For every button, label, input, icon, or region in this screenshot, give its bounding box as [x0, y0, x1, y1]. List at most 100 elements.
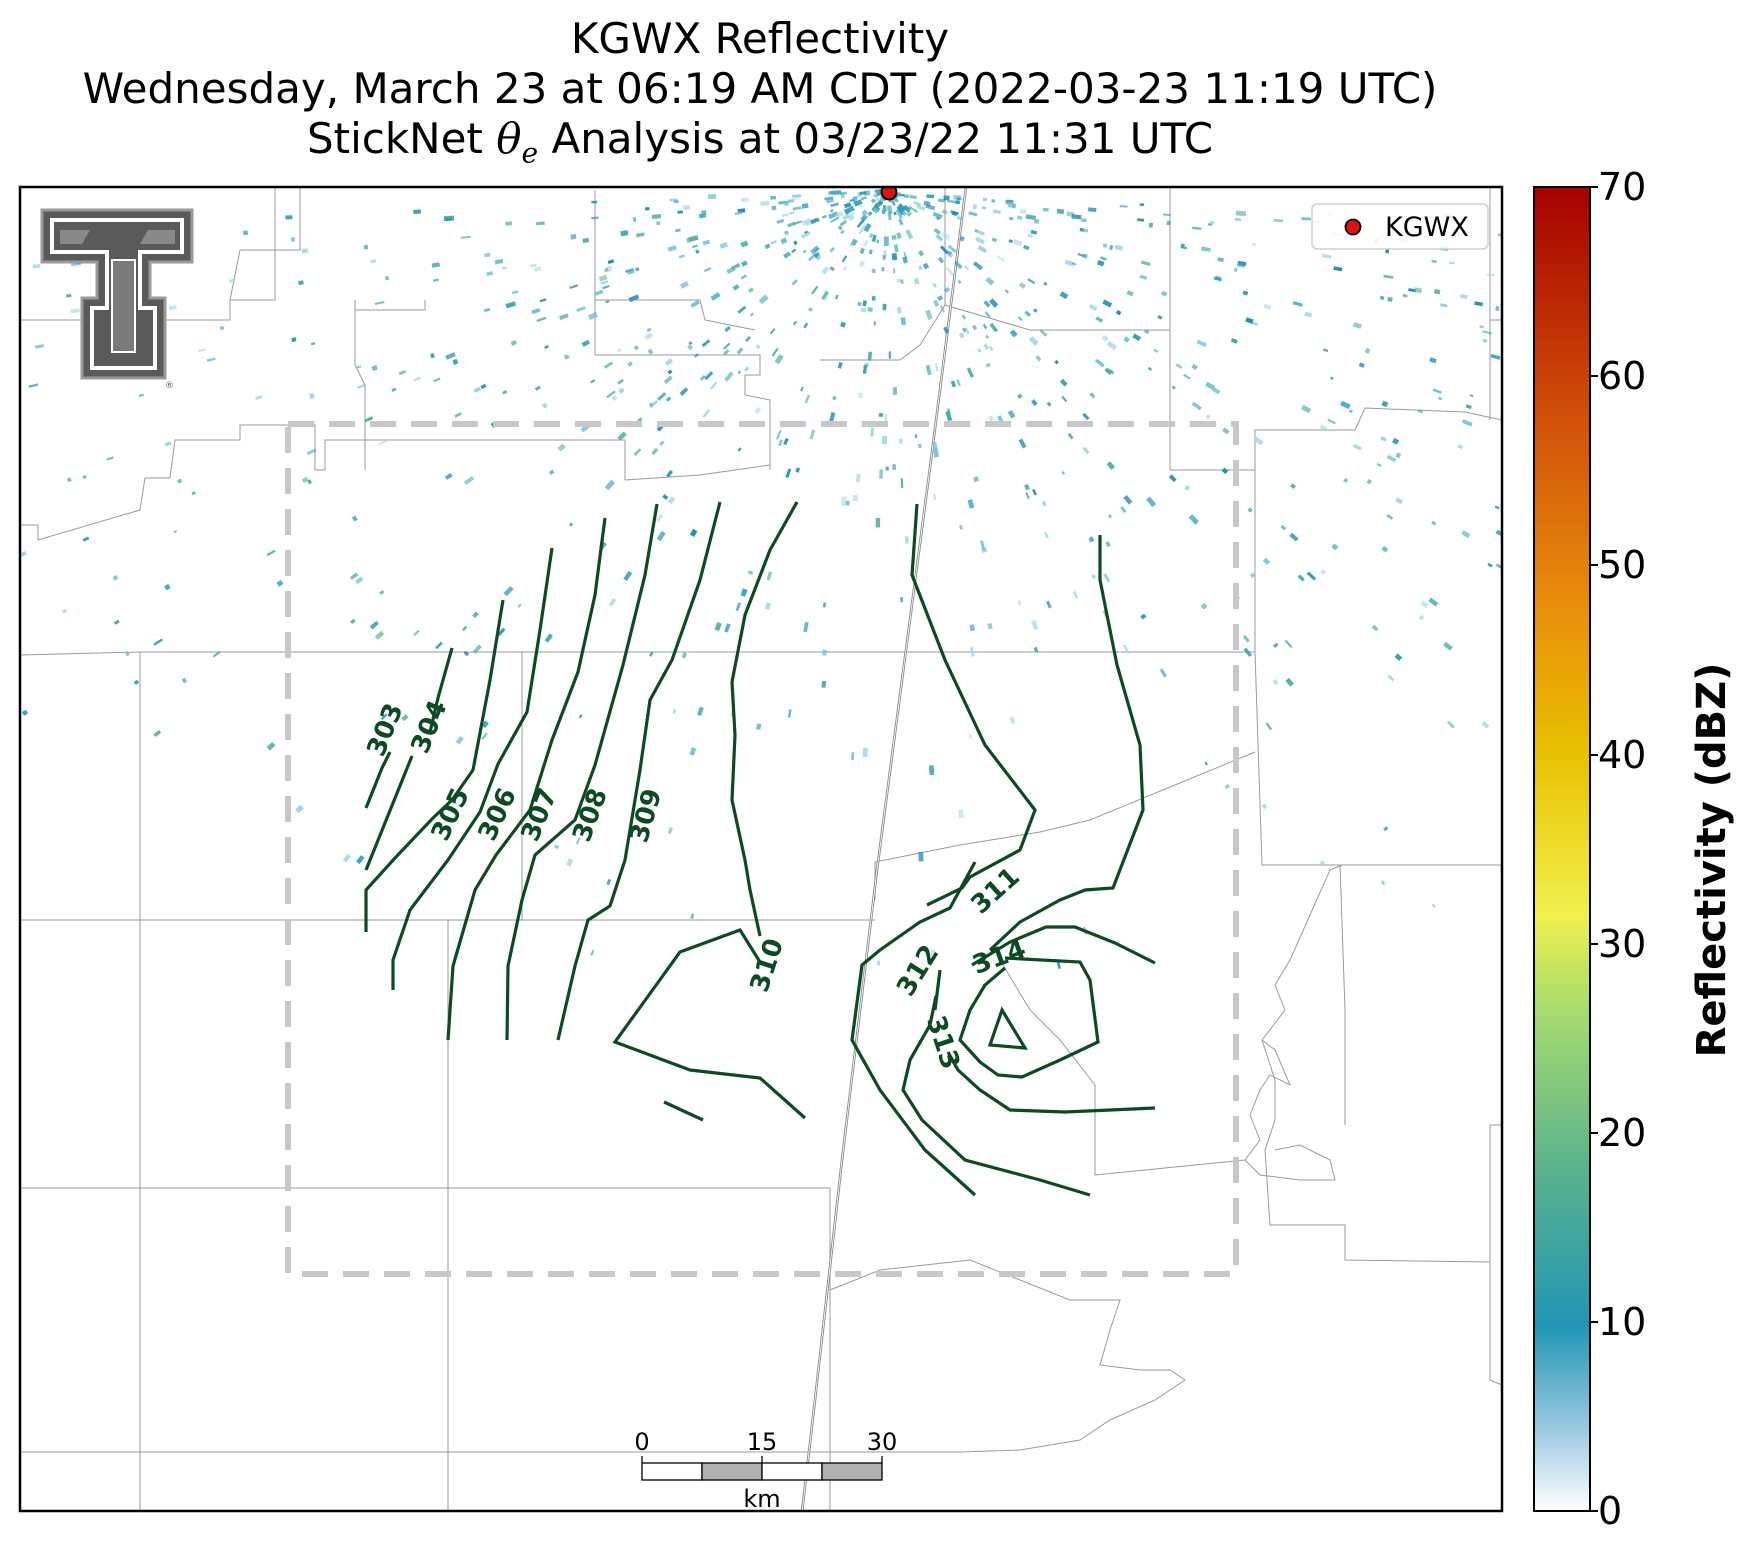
reflectivity-pixel [710, 292, 721, 301]
reflectivity-pixel [1126, 290, 1134, 297]
reflectivity-pixel [885, 466, 889, 471]
reflectivity-pixel [212, 650, 221, 658]
reflectivity-pixel [1392, 437, 1400, 445]
reflectivity-pixel [472, 611, 479, 618]
reflectivity-pixel [903, 194, 909, 199]
reflectivity-pixel [842, 266, 847, 271]
reflectivity-pixel [138, 393, 144, 398]
reflectivity-pixel [956, 215, 963, 221]
reflectivity-pixel [815, 254, 822, 261]
reflectivity-pixel [920, 205, 926, 211]
contour-303 [364, 751, 392, 809]
reflectivity-pixel [935, 234, 944, 242]
reflectivity-pixel [1104, 367, 1113, 375]
reflectivity-pixel [445, 352, 456, 360]
reflectivity-pixel [1106, 340, 1118, 351]
reflectivity-pixel [494, 258, 504, 265]
reflectivity-pixel [810, 217, 820, 225]
legend-marker [1344, 218, 1362, 236]
reflectivity-pixel [795, 467, 801, 473]
reflectivity-pixel [932, 493, 937, 501]
reflectivity-pixel [1018, 282, 1027, 289]
contour-306 [391, 547, 554, 990]
reflectivity-pixel [1009, 716, 1016, 725]
reflectivity-pixel [674, 200, 679, 204]
reflectivity-pixel [1032, 488, 1037, 496]
reflectivity-pixel [266, 549, 276, 557]
reflectivity-pixel [374, 300, 385, 306]
reflectivity-pixel [791, 279, 798, 286]
reflectivity-pixel [164, 441, 172, 447]
reflectivity-pixel [908, 205, 918, 214]
reflectivity-pixel [675, 228, 681, 233]
reflectivity-pixel [687, 344, 693, 351]
reflectivity-pixel [1438, 396, 1443, 401]
reflectivity-pixel [1009, 329, 1018, 338]
reflectivity-pixel [909, 195, 917, 200]
reflectivity-pixel [1385, 249, 1390, 254]
reflectivity-pixel [1201, 246, 1211, 252]
reflectivity-pixel [501, 266, 507, 270]
reflectivity-pixel [1387, 296, 1393, 302]
reflectivity-pixel [363, 244, 369, 250]
reflectivity-pixel [1180, 244, 1185, 249]
reflectivity-pixel [667, 245, 677, 252]
reflectivity-pixel [301, 476, 309, 483]
reflectivity-pixel [870, 198, 876, 204]
reflectivity-pixel [1139, 274, 1148, 280]
reflectivity-pixel [1105, 541, 1111, 548]
reflectivity-pixel [1061, 470, 1066, 475]
reflectivity-pixel [1292, 301, 1303, 307]
reflectivity-pixel [932, 282, 937, 288]
reflectivity-pixel [1168, 474, 1177, 483]
reflectivity-pixel [760, 200, 770, 207]
reflectivity-pixel [828, 211, 839, 220]
reflectivity-pixel [855, 473, 861, 483]
reflectivity-pixel [937, 198, 946, 203]
reflectivity-pixel [306, 448, 317, 456]
reflectivity-pixel [1019, 208, 1027, 215]
reflectivity-pixel [1331, 543, 1339, 551]
reflectivity-pixel [124, 650, 130, 657]
reflectivity-pixel [1188, 514, 1199, 525]
reflectivity-pixel [876, 239, 880, 244]
reflectivity-pixel [1094, 358, 1105, 368]
contour-311b [850, 861, 977, 1197]
reflectivity-pixel [941, 209, 948, 215]
reflectivity-pixel [896, 232, 902, 240]
reflectivity-pixel [310, 342, 316, 346]
reflectivity-pixel [784, 230, 789, 236]
reflectivity-pixel [679, 281, 689, 289]
reflectivity-pixel [898, 218, 904, 226]
reflectivity-pixel [776, 218, 785, 224]
reflectivity-pixel [1006, 199, 1014, 203]
contour-304b [364, 755, 414, 871]
reflectivity-pixel [771, 347, 779, 357]
reflectivity-pixel [1247, 507, 1253, 513]
reflectivity-pixel [298, 280, 304, 285]
reflectivity-pixel [370, 259, 377, 264]
colorbar-tick-0: 0 [1598, 1489, 1623, 1533]
reflectivity-pixel [576, 306, 586, 313]
reflectivity-pixel [904, 536, 909, 544]
reflectivity-pixel [1139, 203, 1144, 206]
reflectivity-pixel [879, 469, 883, 479]
reflectivity-pixel [1041, 500, 1047, 507]
reflectivity-pixel [480, 383, 487, 389]
reflectivity-pixel [113, 619, 120, 625]
reflectivity-pixel [605, 299, 610, 304]
legend-box [1311, 203, 1489, 250]
reflectivity-pixel [822, 214, 827, 219]
reflectivity-pixel [590, 949, 595, 957]
reflectivity-pixel [694, 353, 700, 358]
reflectivity-pixel [940, 245, 949, 255]
reflectivity-pixel [1054, 359, 1059, 365]
reflectivity-pixel [726, 266, 736, 274]
reflectivity-pixel [632, 217, 637, 223]
reflectivity-pixel [784, 201, 790, 206]
reflectivity-pixel [505, 221, 513, 226]
reflectivity-pixel [963, 265, 970, 271]
reflectivity-pixel [770, 240, 777, 245]
reflectivity-pixel [689, 528, 698, 537]
